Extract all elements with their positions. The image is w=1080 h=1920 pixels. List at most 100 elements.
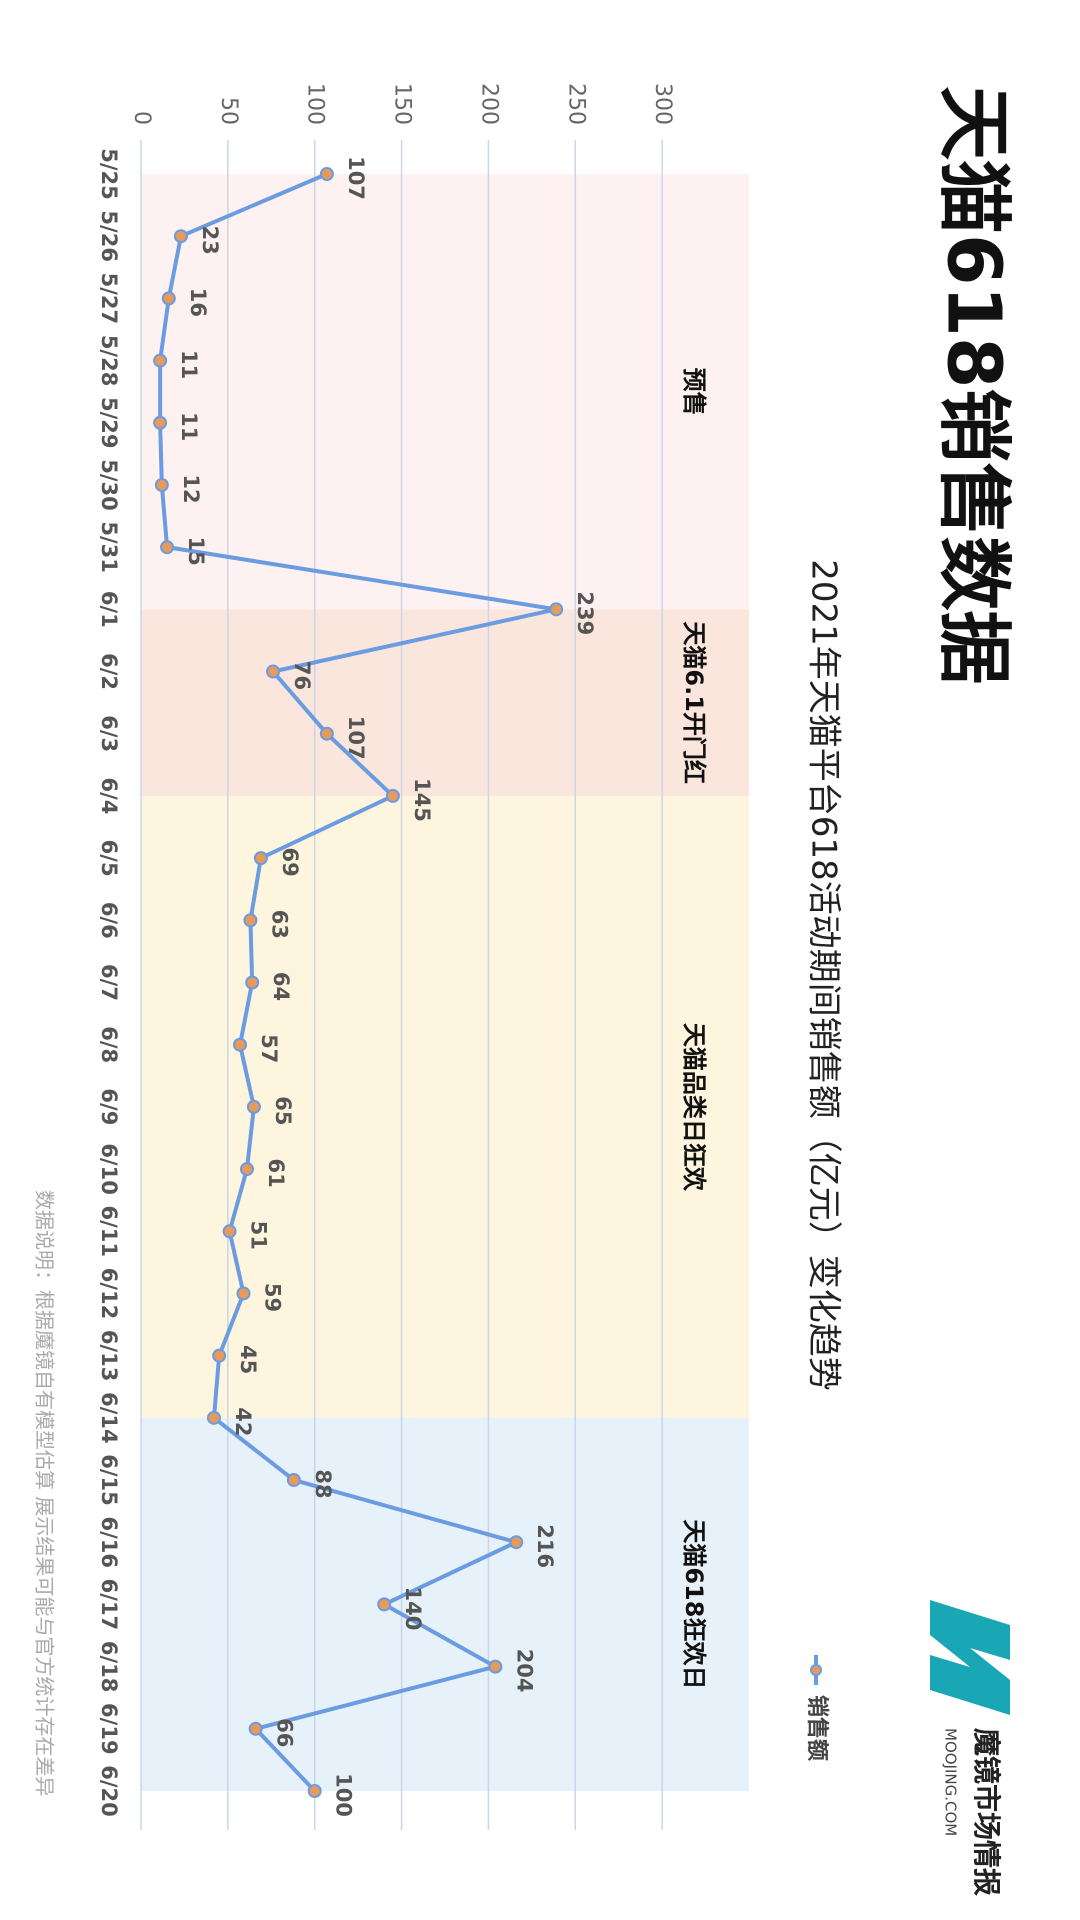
data-point — [246, 1099, 261, 1114]
chart-title: 天猫618销售数据 — [930, 86, 1016, 684]
data-point — [549, 602, 564, 617]
data-label: 66 — [273, 1718, 297, 1747]
legend-label: 销售额 — [804, 1695, 830, 1761]
phase-band — [141, 1417, 749, 1792]
chart-subtitle: 2021年天猫平台618活动期间销售额（亿元）变化趋势 — [804, 559, 844, 1390]
data-label: 204 — [512, 1649, 536, 1693]
phase-label: 天猫品类日狂欢 — [680, 1023, 708, 1192]
data-point — [509, 1535, 524, 1550]
y-tick-label: 250 — [563, 83, 588, 125]
footnote: 数据说明：根据魔镜自有模型估算 展示结果可能与官方统计存在差异 — [33, 1190, 57, 1796]
data-point — [160, 540, 175, 555]
data-point — [161, 291, 176, 306]
data-point — [266, 664, 281, 679]
phase-band — [141, 609, 749, 796]
data-point — [245, 975, 260, 990]
x-tick-label: 6/4 — [97, 777, 121, 814]
data-point — [153, 415, 168, 430]
x-tick-label: 6/10 — [97, 1143, 121, 1195]
data-point — [385, 788, 400, 803]
phase-label: 天猫6.1开门红 — [680, 621, 708, 784]
data-point — [319, 167, 334, 181]
data-label: 57 — [257, 1034, 281, 1063]
data-label: 23 — [198, 226, 222, 255]
data-label: 100 — [332, 1773, 356, 1817]
data-label: 216 — [533, 1524, 557, 1568]
data-label: 59 — [260, 1283, 284, 1312]
data-label: 107 — [344, 156, 368, 200]
data-label: 140 — [401, 1587, 425, 1631]
x-tick-label: 5/29 — [97, 397, 121, 449]
data-label: 15 — [184, 537, 208, 566]
x-tick-label: 6/20 — [97, 1765, 121, 1817]
data-label: 61 — [264, 1158, 288, 1187]
data-point — [286, 1473, 301, 1488]
data-label: 239 — [573, 591, 597, 635]
x-tick-label: 6/5 — [97, 840, 121, 877]
data-label: 69 — [278, 847, 302, 876]
data-label: 11 — [177, 350, 201, 379]
y-tick-label: 150 — [390, 83, 415, 125]
x-tick-label: 6/7 — [97, 964, 121, 1001]
y-tick-label: 200 — [476, 83, 501, 125]
data-point — [153, 353, 168, 368]
y-tick-label: 300 — [650, 83, 675, 125]
x-tick-label: 5/25 — [97, 148, 121, 200]
logo-site: MOOJING.COM — [942, 1728, 960, 1836]
data-point — [319, 726, 334, 741]
data-label: 107 — [344, 716, 368, 760]
x-tick-label: 5/28 — [97, 335, 121, 387]
x-tick-label: 6/19 — [97, 1703, 121, 1755]
phase-band — [141, 795, 749, 1418]
logo-mark — [930, 1600, 1010, 1715]
data-point — [488, 1659, 503, 1674]
phase-label: 预售 — [680, 368, 708, 416]
y-tick-label: 50 — [216, 97, 241, 125]
x-tick-label: 6/8 — [97, 1026, 121, 1063]
data-point — [239, 1162, 254, 1177]
data-point — [173, 229, 188, 244]
x-tick-label: 6/15 — [97, 1454, 121, 1506]
data-point — [236, 1286, 251, 1301]
data-label: 88 — [311, 1469, 335, 1498]
x-tick-label: 6/2 — [97, 653, 121, 690]
data-point — [233, 1037, 248, 1052]
data-point — [307, 1784, 322, 1798]
x-tick-label: 6/18 — [97, 1641, 121, 1693]
logo: 魔镜市场情报 MOOJING.COM — [930, 1600, 1010, 1896]
rotated-canvas: 天猫618销售数据 2021年天猫平台618活动期间销售额（亿元）变化趋势 魔镜… — [33, 83, 1017, 1896]
phase-label: 天猫618狂欢日 — [680, 1519, 708, 1689]
data-point — [248, 1721, 263, 1736]
data-label: 12 — [179, 474, 203, 503]
data-point — [377, 1597, 392, 1612]
data-label: 145 — [410, 778, 434, 822]
x-tick-label: 5/30 — [97, 459, 121, 511]
x-tick-label: 6/12 — [97, 1268, 121, 1320]
data-point — [222, 1224, 237, 1239]
x-tick-label: 6/13 — [97, 1330, 121, 1382]
x-tick-label: 6/11 — [97, 1206, 121, 1258]
logo-name: 魔镜市场情报 — [970, 1728, 1003, 1896]
background — [141, 174, 749, 1792]
x-tick-label: 6/9 — [97, 1088, 121, 1125]
data-label: 51 — [247, 1221, 271, 1250]
y-tick-label: 100 — [303, 83, 328, 125]
y-tick-label: 0 — [129, 111, 154, 125]
x-tick-label: 5/27 — [97, 273, 121, 325]
data-label: 16 — [186, 288, 210, 317]
data-point — [154, 477, 169, 492]
data-label: 65 — [271, 1096, 295, 1125]
x-tick-label: 6/17 — [97, 1579, 121, 1631]
data-point — [206, 1410, 221, 1425]
data-label: 63 — [267, 910, 291, 939]
data-point — [243, 913, 258, 928]
x-tick-label: 6/6 — [97, 902, 121, 939]
data-label: 45 — [236, 1345, 260, 1374]
data-label: 64 — [269, 972, 293, 1001]
data-label: 42 — [231, 1407, 255, 1436]
x-tick-label: 5/31 — [97, 521, 121, 573]
x-tick-label: 5/26 — [97, 210, 121, 262]
legend-marker — [810, 1664, 822, 1676]
